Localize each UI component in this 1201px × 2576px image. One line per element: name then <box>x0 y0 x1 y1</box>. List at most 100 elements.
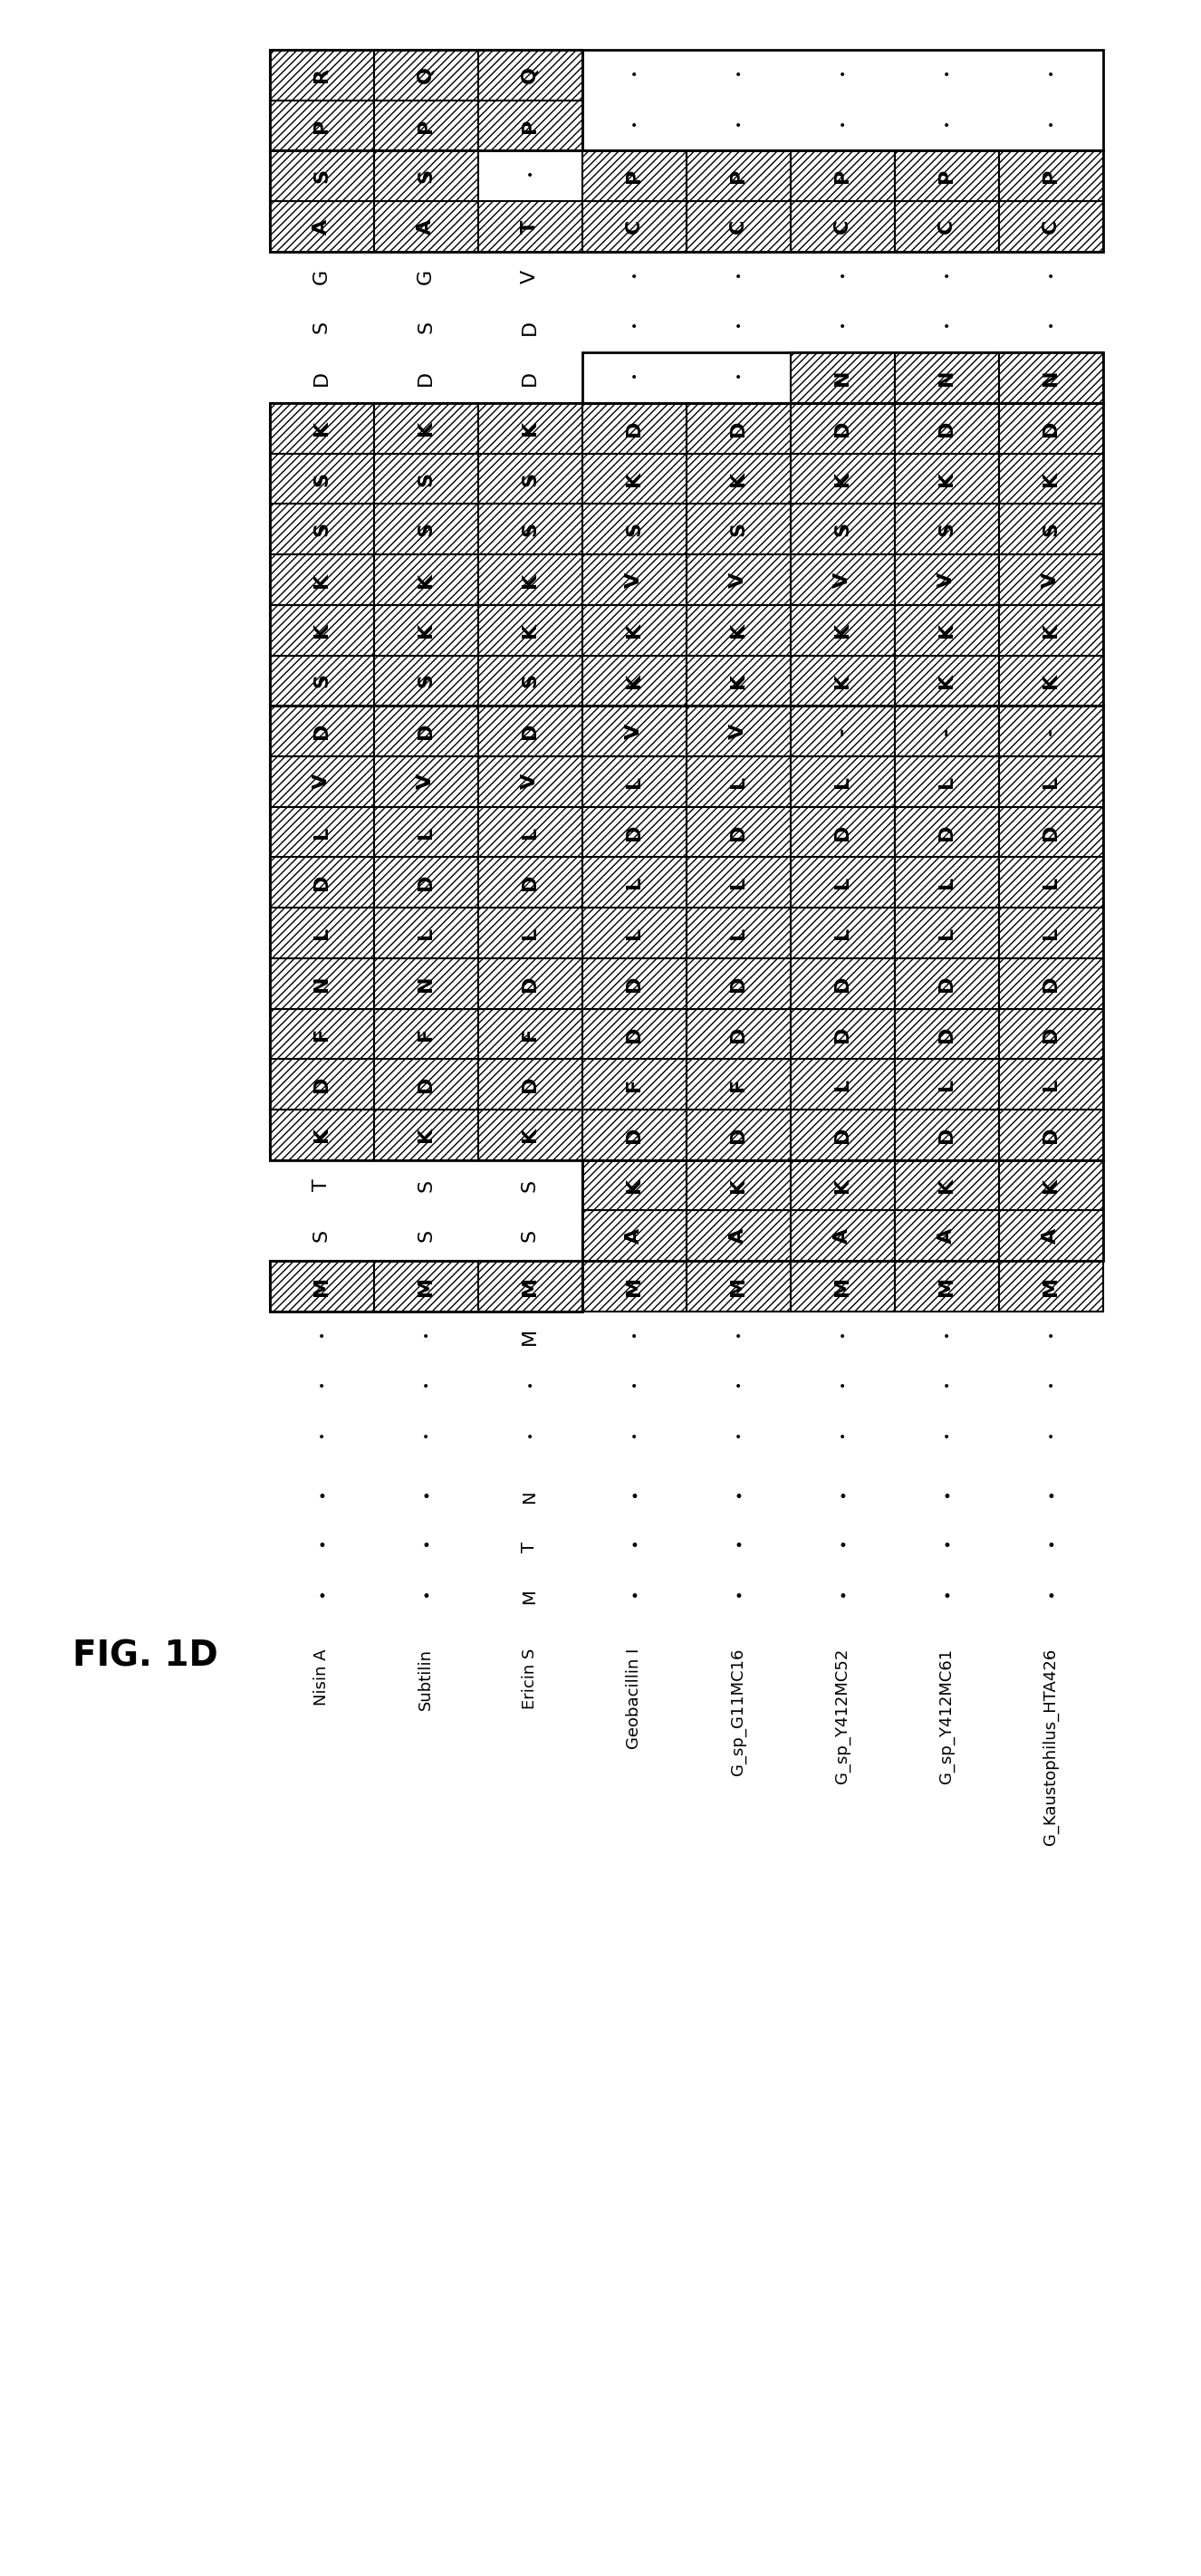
Bar <box>790 1262 895 1311</box>
Text: K: K <box>938 1177 956 1193</box>
Text: K: K <box>1041 623 1059 639</box>
Bar <box>790 1211 895 1262</box>
Text: V: V <box>312 773 330 788</box>
Text: V: V <box>729 572 747 587</box>
Bar <box>478 605 582 654</box>
Text: L: L <box>729 775 747 788</box>
Bar <box>686 152 790 201</box>
Text: •: • <box>422 1489 430 1504</box>
Text: K: K <box>417 572 435 587</box>
Bar <box>998 858 1103 907</box>
Text: N: N <box>312 976 330 992</box>
Bar <box>374 402 478 453</box>
Text: G_sp_G11MC16: G_sp_G11MC16 <box>730 1649 746 1775</box>
Text: K: K <box>833 672 852 688</box>
Bar <box>374 757 478 806</box>
Bar <box>374 152 478 201</box>
Text: L: L <box>833 876 852 889</box>
Text: K: K <box>417 1128 435 1144</box>
Bar <box>582 201 686 252</box>
Bar <box>895 554 998 605</box>
Text: •: • <box>526 1381 533 1394</box>
Bar <box>269 858 374 907</box>
Text: S: S <box>417 170 435 183</box>
Text: M: M <box>312 1275 330 1296</box>
Text: C: C <box>1041 219 1059 234</box>
Text: •: • <box>942 1489 951 1504</box>
Bar <box>582 554 686 605</box>
Text: K: K <box>729 471 747 487</box>
Bar <box>895 757 998 806</box>
Bar <box>998 453 1103 505</box>
Bar <box>582 353 1103 402</box>
Bar <box>998 1010 1103 1059</box>
Text: S: S <box>521 523 539 536</box>
Bar <box>269 654 374 706</box>
Bar <box>686 505 790 554</box>
Text: D: D <box>938 1025 956 1043</box>
Text: •: • <box>631 1329 638 1342</box>
Bar <box>269 1110 374 1159</box>
Text: •: • <box>735 270 742 283</box>
Text: D: D <box>1041 824 1059 840</box>
Bar <box>686 554 790 605</box>
Text: P: P <box>417 118 435 134</box>
Text: •: • <box>735 1329 742 1342</box>
Text: •: • <box>735 70 742 82</box>
Text: •: • <box>735 371 742 384</box>
Text: K: K <box>312 572 330 587</box>
Text: L: L <box>521 927 539 940</box>
Text: S: S <box>417 322 435 335</box>
Text: Ericin S: Ericin S <box>521 1649 538 1710</box>
Text: G_sp_Y412MC52: G_sp_Y412MC52 <box>835 1649 850 1783</box>
Text: K: K <box>312 420 330 435</box>
Text: •: • <box>318 1432 325 1445</box>
Text: •: • <box>1047 1432 1054 1445</box>
Bar <box>895 1262 998 1311</box>
Text: S: S <box>1041 523 1059 536</box>
Text: K: K <box>833 1177 852 1193</box>
Text: D: D <box>833 824 852 840</box>
Text: D: D <box>625 1025 643 1043</box>
Text: •: • <box>943 1329 950 1342</box>
Bar <box>998 706 1103 757</box>
Bar <box>478 1010 582 1059</box>
Text: P: P <box>625 167 643 183</box>
Bar <box>582 1010 686 1059</box>
Bar <box>790 201 895 252</box>
Text: P: P <box>938 167 956 183</box>
Text: D: D <box>521 724 539 739</box>
Text: A: A <box>729 1229 747 1244</box>
Text: L: L <box>1041 775 1059 788</box>
Bar <box>269 757 374 806</box>
Bar <box>374 605 478 654</box>
Text: M: M <box>521 1589 538 1605</box>
Text: D: D <box>1041 420 1059 435</box>
Text: •: • <box>943 70 950 82</box>
Bar <box>998 554 1103 605</box>
Text: •: • <box>838 1432 846 1445</box>
Text: •: • <box>526 170 533 183</box>
Text: L: L <box>625 927 643 940</box>
Text: C: C <box>729 219 747 234</box>
Text: D: D <box>417 724 435 739</box>
Text: •: • <box>838 1589 847 1605</box>
Text: •: • <box>838 322 846 335</box>
Text: V: V <box>1041 572 1059 587</box>
Text: A: A <box>1041 1229 1059 1244</box>
Bar <box>478 654 582 706</box>
Bar <box>790 554 895 605</box>
Text: •: • <box>942 1538 951 1556</box>
Text: L: L <box>833 1077 852 1090</box>
Bar <box>790 453 895 505</box>
Bar <box>686 706 790 757</box>
Bar <box>582 858 686 907</box>
Text: •: • <box>629 1489 639 1504</box>
Text: V: V <box>938 572 956 587</box>
Text: K: K <box>417 420 435 435</box>
Bar <box>582 958 686 1010</box>
Text: •: • <box>422 1589 430 1605</box>
Bar <box>269 505 374 554</box>
Bar <box>478 100 582 152</box>
Text: K: K <box>1041 672 1059 688</box>
